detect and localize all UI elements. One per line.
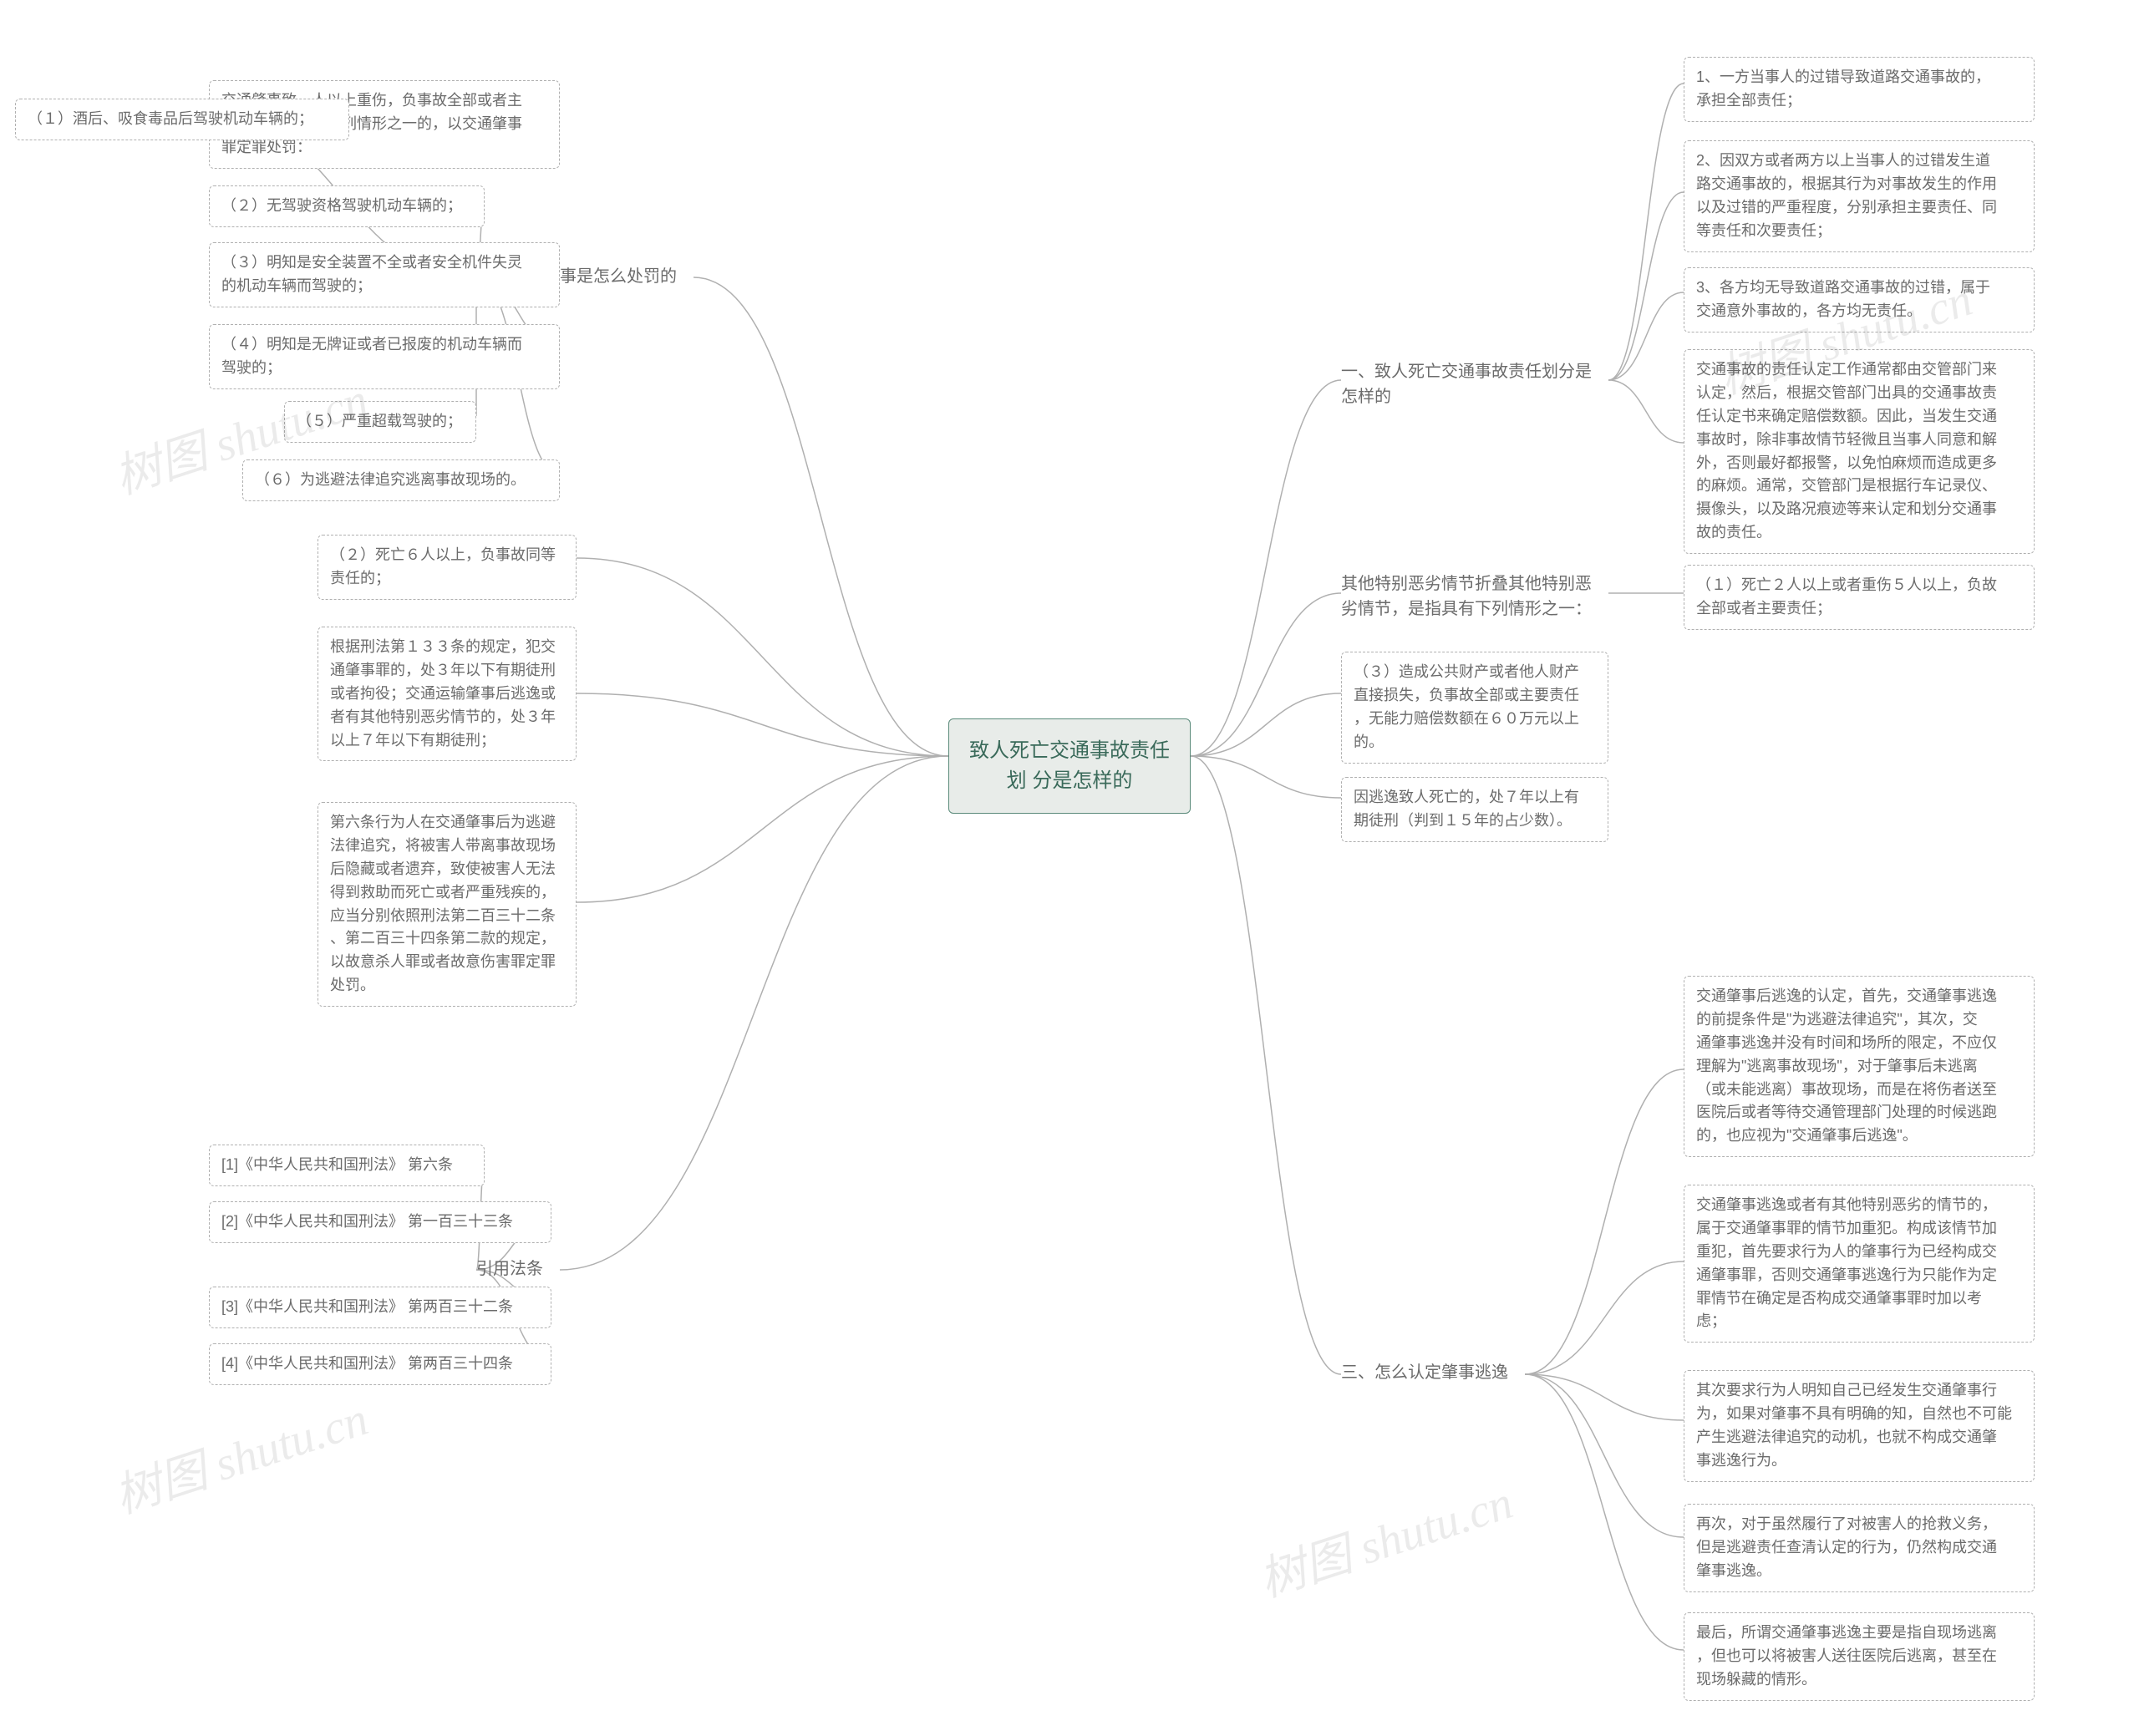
node-r1-4[interactable]: 交通事故的责任认定工作通常都由交管部门来 认定，然后，根据交管部门出具的交通事故… [1684, 349, 2035, 554]
node-r3-3[interactable]: 其次要求行为人明知自己已经发生交通肇事行 为，如果对肇事不具有明确的知，自然也不… [1684, 1370, 2035, 1482]
node-mid-1[interactable]: （２）死亡６人以上，负事故同等 责任的； [318, 535, 577, 600]
node-mid-3[interactable]: 第六条行为人在交通肇事后为逃避 法律追究，将被害人带离事故现场 后隐藏或者遗弃，… [318, 802, 577, 1007]
node-l2-2[interactable]: （２）无驾驶资格驾驶机动车辆的； [209, 185, 485, 227]
node-escape[interactable]: 因逃逸致人死亡的，处７年以上有 期徒刑（判到１５年的占少数）。 [1341, 777, 1608, 842]
node-r3-4[interactable]: 再次，对于虽然履行了对被害人的抢救义务， 但是逃避责任查清认定的行为，仍然构成交… [1684, 1504, 2035, 1592]
branch-section-1[interactable]: 一、致人死亡交通事故责任划分是 怎样的 [1341, 359, 1608, 409]
node-l2-6[interactable]: （６）为逃避法律追究逃离事故现场的。 [242, 459, 560, 501]
node-r3-1[interactable]: 交通肇事后逃逸的认定，首先，交通肇事逃逸 的前提条件是"为逃避法律追究"，其次，… [1684, 976, 2035, 1157]
node-ref-1[interactable]: [1]《中华人民共和国刑法》 第六条 [209, 1145, 485, 1186]
node-other-1[interactable]: （１）死亡２人以上或者重伤５人以上，负故 全部或者主要责任； [1684, 565, 2035, 630]
node-l2-3[interactable]: （３）明知是安全装置不全或者安全机件失灵 的机动车辆而驾驶的； [209, 242, 560, 307]
mindmap-canvas: 致人死亡交通事故责任划 分是怎样的 一、致人死亡交通事故责任划分是 怎样的 二、… [0, 0, 2139, 1736]
node-mid-2[interactable]: 根据刑法第１３３条的规定，犯交 通肇事罪的，处３年以下有期徒刑 或者拘役；交通运… [318, 627, 577, 761]
root-node[interactable]: 致人死亡交通事故责任划 分是怎样的 [948, 718, 1191, 814]
node-l2-1[interactable]: （１）酒后、吸食毒品后驾驶机动车辆的； [15, 99, 349, 140]
watermark-4: 树图 shutu.cn [1249, 1464, 1520, 1610]
node-ref-4[interactable]: [4]《中华人民共和国刑法》 第两百三十四条 [209, 1343, 551, 1385]
node-r1-1[interactable]: 1、一方当事人的过错导致道路交通事故的， 承担全部责任； [1684, 57, 2035, 122]
node-other-3[interactable]: （３）造成公共财产或者他人财产 直接损失，负事故全部或主要责任 ，无能力赔偿数额… [1341, 652, 1608, 764]
branch-other-severe[interactable]: 其他特别恶劣情节折叠其他特别恶 劣情节，是指具有下列情形之一： [1341, 571, 1608, 622]
node-r1-3[interactable]: 3、各方均无导致道路交通事故的过错，属于 交通意外事故的，各方均无责任。 [1684, 267, 2035, 332]
node-l2-4[interactable]: （４）明知是无牌证或者已报废的机动车辆而 驾驶的； [209, 324, 560, 389]
node-r1-2[interactable]: 2、因双方或者两方以上当事人的过错发生道 路交通事故的，根据其行为对事故发生的作… [1684, 140, 2035, 252]
watermark-2: 树图 shutu.cn [104, 1381, 375, 1526]
node-ref-2[interactable]: [2]《中华人民共和国刑法》 第一百三十三条 [209, 1201, 551, 1243]
branch-section-3[interactable]: 三、怎么认定肇事逃逸 [1341, 1360, 1525, 1385]
node-r3-2[interactable]: 交通肇事逃逸或者有其他特别恶劣的情节的， 属于交通肇事罪的情节加重犯。构成该情节… [1684, 1185, 2035, 1343]
node-ref-3[interactable]: [3]《中华人民共和国刑法》 第两百三十二条 [209, 1287, 551, 1328]
branch-references[interactable]: 引用法条 [476, 1256, 560, 1282]
node-r3-5[interactable]: 最后，所谓交通肇事逃逸主要是指自现场逃离 ，但也可以将被害人送往医院后逃离，甚至… [1684, 1612, 2035, 1701]
node-l2-5[interactable]: （５）严重超载驾驶的； [284, 401, 476, 443]
